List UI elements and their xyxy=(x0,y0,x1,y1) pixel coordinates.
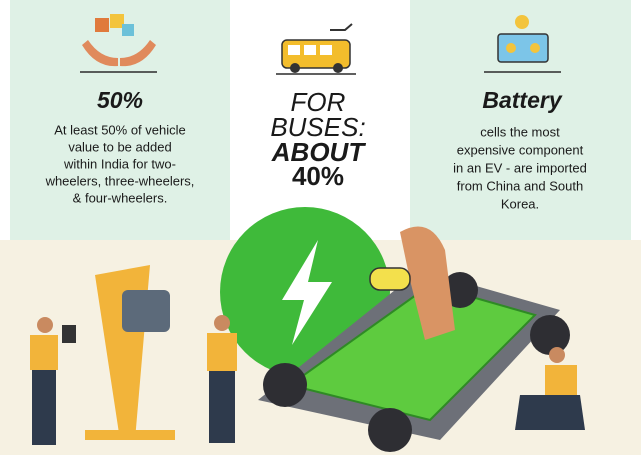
worker-right xyxy=(515,347,585,430)
left-body-line: wheelers, three-wheelers, xyxy=(45,173,195,188)
right-body-line: from China and South xyxy=(457,178,583,193)
left-body-line: within India for two- xyxy=(63,156,176,171)
hands-icon xyxy=(82,14,156,67)
right-body-line: cells the most xyxy=(480,124,560,139)
middle-line: ABOUT xyxy=(271,137,367,167)
left-body-line: At least 50% of vehicle xyxy=(54,122,186,137)
battery-icon xyxy=(497,15,549,63)
left-body-line: & four-wheelers. xyxy=(73,190,168,205)
hand-with-cell xyxy=(369,226,455,340)
worker-left xyxy=(30,317,76,445)
middle-line: FOR xyxy=(291,87,346,117)
crane xyxy=(85,265,175,440)
bus-icon xyxy=(281,23,353,73)
middle-line: BUSES: xyxy=(270,112,365,142)
right-body-line: expensive component xyxy=(457,142,584,157)
left-body-line: value to be added xyxy=(68,139,171,154)
middle-line: 40% xyxy=(292,161,344,191)
left-heading: 50% xyxy=(97,87,143,113)
ev-chassis xyxy=(258,270,570,452)
worker-middle xyxy=(207,315,237,443)
lightning-bolt xyxy=(282,240,332,345)
right-body-line: in an EV - are imported xyxy=(453,160,587,175)
right-heading: Battery xyxy=(482,87,562,113)
left-panel xyxy=(10,0,230,240)
right-body-line: Korea. xyxy=(501,196,539,211)
